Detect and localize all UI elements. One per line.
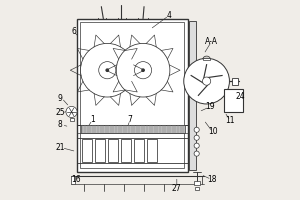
Bar	[194, 181, 200, 185]
Text: 24: 24	[236, 92, 245, 101]
Text: 27: 27	[172, 184, 182, 193]
Text: 11: 11	[226, 116, 235, 125]
Circle shape	[184, 58, 230, 104]
Circle shape	[194, 151, 199, 156]
Text: 8: 8	[58, 120, 62, 129]
Circle shape	[141, 68, 145, 72]
Text: 4: 4	[167, 11, 171, 20]
Text: 1: 1	[90, 115, 95, 124]
Bar	[76, 19, 188, 171]
Bar	[80, 22, 184, 168]
Bar	[224, 89, 243, 112]
Bar	[203, 58, 210, 60]
Bar	[195, 187, 199, 190]
Text: 25: 25	[55, 108, 65, 117]
Circle shape	[66, 106, 77, 117]
Bar	[189, 21, 196, 170]
Circle shape	[105, 68, 109, 72]
Text: 18: 18	[207, 175, 216, 184]
Bar	[121, 139, 131, 162]
Circle shape	[194, 135, 199, 140]
Bar	[82, 139, 92, 162]
Text: 10: 10	[208, 127, 218, 136]
Text: A-A: A-A	[205, 37, 218, 46]
Text: 21: 21	[55, 143, 65, 152]
Bar	[134, 139, 144, 162]
Circle shape	[116, 43, 170, 97]
Text: 7: 7	[128, 115, 133, 124]
Bar	[232, 78, 238, 85]
Bar	[70, 118, 74, 121]
Circle shape	[194, 127, 199, 132]
Bar	[108, 139, 118, 162]
Text: 6: 6	[71, 27, 76, 36]
Text: 19: 19	[205, 102, 214, 111]
Circle shape	[202, 77, 211, 85]
Text: 9: 9	[58, 94, 62, 103]
Bar	[70, 176, 74, 184]
Bar	[82, 125, 185, 133]
Text: 16: 16	[71, 175, 80, 184]
Circle shape	[80, 43, 134, 97]
Bar	[95, 139, 105, 162]
Bar	[147, 139, 157, 162]
Circle shape	[194, 143, 199, 148]
